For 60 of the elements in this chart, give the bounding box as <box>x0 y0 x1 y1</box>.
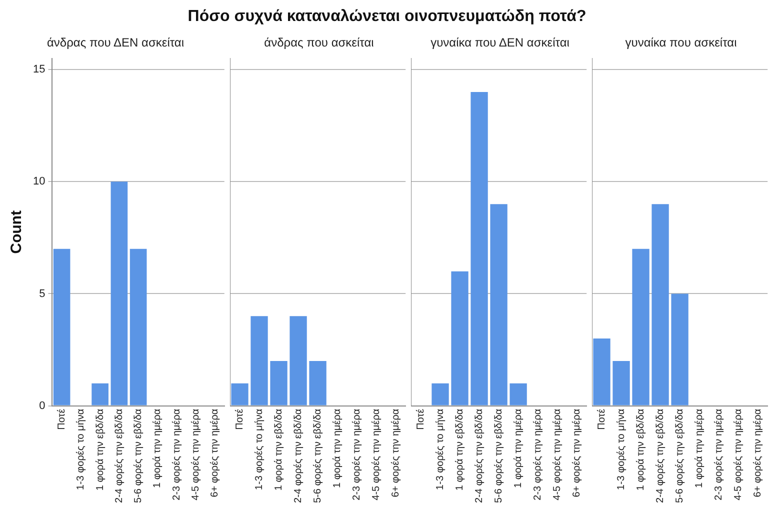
x-tick-label: 4-5 φορές την ημέρα <box>371 408 382 500</box>
bar <box>451 271 468 406</box>
x-tick-label: Ποτέ <box>596 408 608 430</box>
x-tick-label: 5-6 φορές την εβδ/δα <box>674 408 686 504</box>
chart-title: άνδρας που ασκείται <box>264 36 374 50</box>
x-tick-label: 2-3 φορές την ημέρα <box>714 408 725 500</box>
x-tick-label: 6+ φορές την ημέρα <box>390 408 402 498</box>
x-tick-label: 4-5 φορές την ημέρα <box>733 408 744 500</box>
x-tick-label: 2-4 φορές την εβδ/δα <box>114 408 125 504</box>
x-tick-label: 1 φορά την ημέρα <box>694 408 706 488</box>
x-tick-label: Ποτέ <box>416 408 427 430</box>
x-tick-label: 6+ φορές την ημέρα <box>210 408 221 498</box>
x-tick-label: 5-6 φορές την εβδ/δα <box>312 408 324 504</box>
y-tick-label: 10 <box>32 176 46 188</box>
chart-title: άνδρας που ΔΕΝ ασκείται <box>46 36 184 50</box>
bar <box>432 383 449 406</box>
x-tick-label: 5-6 φορές την εβδ/δα <box>494 408 505 504</box>
x-tick-label: 1 φορά την ημέρα <box>152 408 164 488</box>
x-tick-label: 2-4 φορές την εβδ/δα <box>655 408 666 504</box>
x-tick-label: 1 φορά την εβδ/δα <box>274 408 285 491</box>
x-tick-label: 1 φορά την εβδ/δα <box>636 408 647 491</box>
bar <box>612 360 630 406</box>
bar <box>652 204 669 406</box>
x-tick-label: 2-4 φορές την εβδ/δα <box>293 408 304 504</box>
x-tick-label: 1 φορά την εβδ/δα <box>454 408 466 491</box>
x-tick-label: Ποτέ <box>234 408 246 430</box>
x-tick-label: 2-3 φορές την ημέρα <box>532 408 544 500</box>
bar <box>110 182 128 406</box>
y-tick-label: 15 <box>32 64 46 76</box>
x-tick-label: 2-3 φορές την ημέρα <box>171 408 182 500</box>
bar <box>490 204 508 406</box>
bar <box>671 294 688 406</box>
bar <box>593 338 610 406</box>
x-tick-label: 6+ φορές την ημέρα <box>752 408 764 498</box>
bar <box>470 92 488 406</box>
bar <box>510 383 527 406</box>
y-tick-label: 0 <box>39 400 46 412</box>
x-tick-label: 1 φορά την ημέρα <box>332 408 344 488</box>
x-tick-label: 5-6 φορές την εβδ/δα <box>133 408 144 504</box>
x-tick-label: 1-3 φορές το μήνα <box>435 408 446 490</box>
bar <box>92 383 108 406</box>
x-tick-label: 2-3 φορές την ημέρα <box>352 408 363 500</box>
x-tick-label: 4-5 φορές την ημέρα <box>552 408 564 500</box>
text: Πόσο συχνά καταναλώνεται οινοπνευματώδη ποτά? <box>186 8 588 26</box>
y-axis-title: Count <box>8 210 26 254</box>
x-tick-label: 4-5 φορές την ημέρα <box>190 408 202 500</box>
x-tick-label: 1-3 φορές το μήνα <box>616 408 628 490</box>
bar <box>130 248 147 406</box>
x-tick-label: 2-4 φορές την εβδ/δα <box>474 408 486 504</box>
x-tick-label: 1-3 φορές το μήνα <box>254 408 266 490</box>
x-tick-label: 6+ φορές την ημέρα <box>572 408 583 498</box>
chart-title: γυναίκα που ασκείται <box>625 36 738 50</box>
x-tick-label: 1-3 φορές το μήνα <box>76 408 87 490</box>
x-tick-label: 1 φορά την εβδ/δα <box>94 408 106 491</box>
x-tick-label: Ποτέ <box>56 408 68 430</box>
y-tick-label: 5 <box>39 288 46 300</box>
x-tick-label: 1 φορά την ημέρα <box>513 408 524 488</box>
bar <box>632 248 650 406</box>
chart-title: γυναίκα που ΔΕΝ ασκείται <box>430 36 570 50</box>
bar <box>53 248 70 406</box>
